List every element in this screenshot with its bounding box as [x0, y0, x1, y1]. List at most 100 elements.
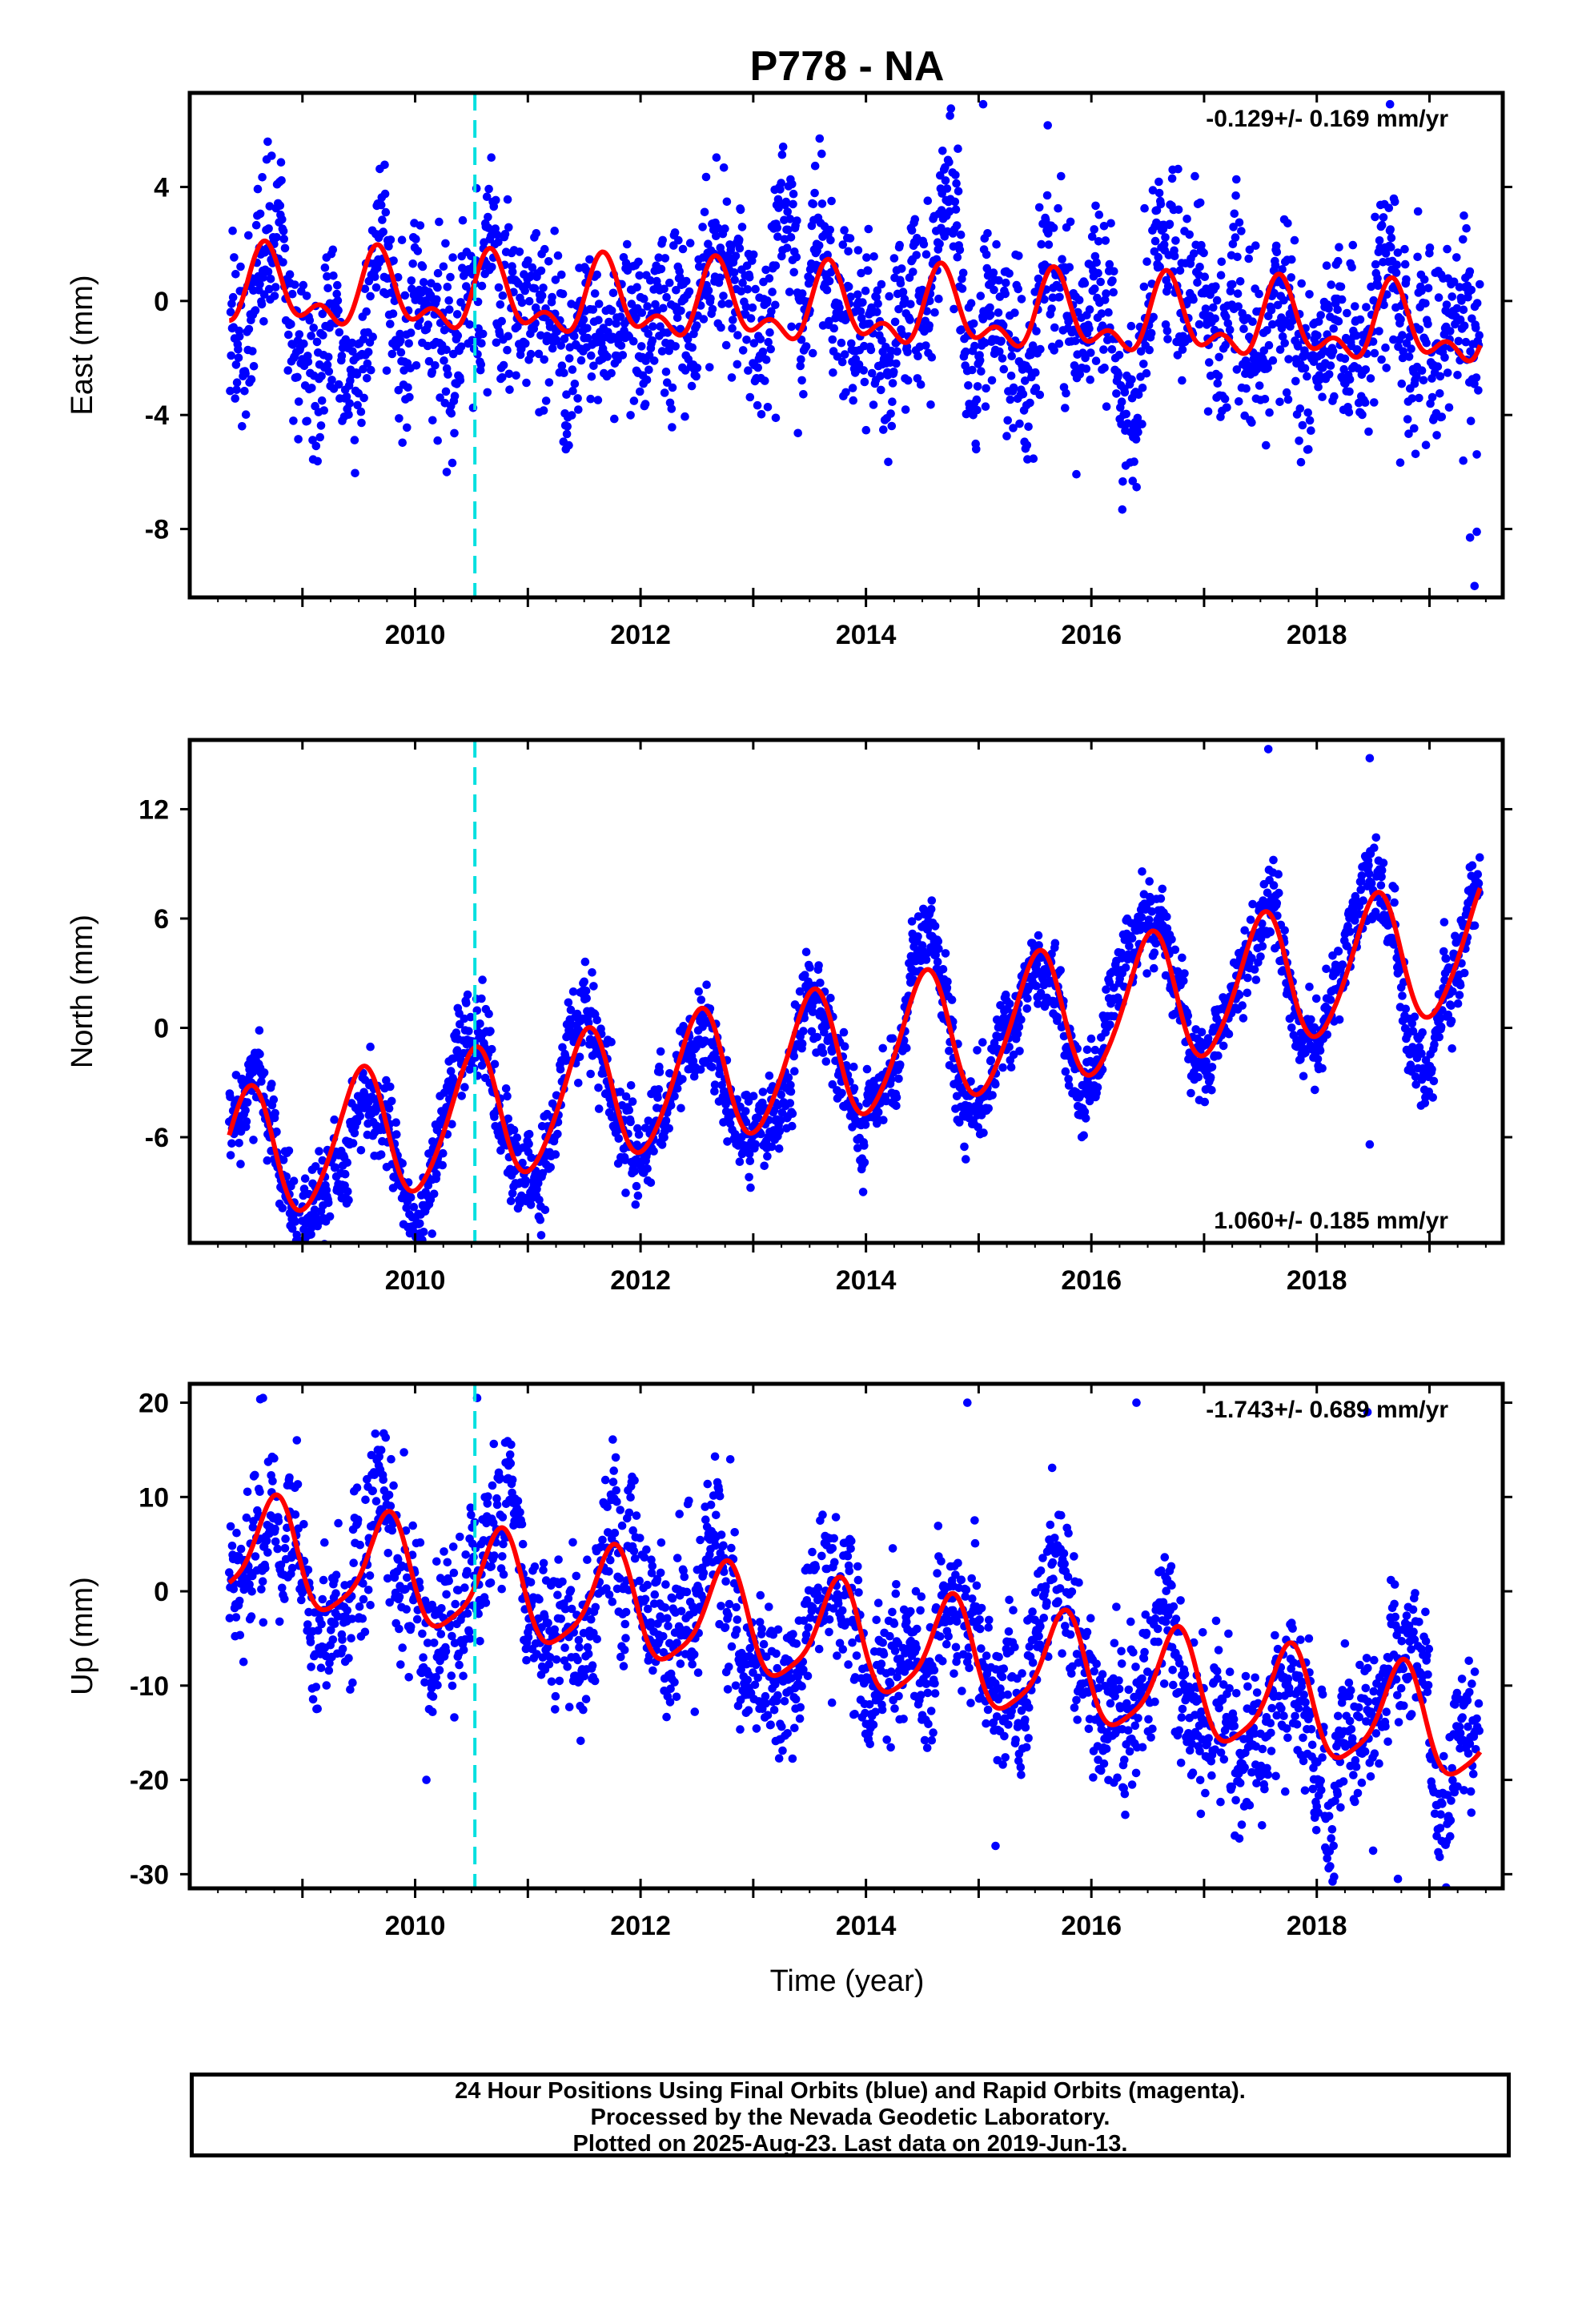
- data-point: [946, 111, 954, 120]
- data-point: [662, 292, 671, 302]
- data-point: [1061, 404, 1070, 412]
- data-point: [947, 995, 957, 1004]
- data-point: [790, 1067, 799, 1076]
- data-point: [1410, 424, 1419, 433]
- data-point: [1112, 389, 1121, 398]
- data-point: [1015, 419, 1024, 428]
- x-tick-label: 2010: [385, 1265, 446, 1296]
- data-point: [894, 1074, 903, 1084]
- data-point: [1457, 296, 1466, 305]
- data-point: [263, 1156, 272, 1165]
- data-point: [1151, 939, 1160, 948]
- data-point: [610, 414, 619, 424]
- data-point: [386, 235, 396, 244]
- data-point: [279, 1156, 288, 1164]
- data-point: [258, 173, 267, 182]
- data-point: [1233, 289, 1243, 299]
- data-point: [1175, 266, 1185, 275]
- data-point: [731, 251, 741, 260]
- data-point: [1050, 346, 1058, 355]
- data-point: [1355, 315, 1365, 324]
- data-point: [416, 1219, 424, 1228]
- data-point: [926, 296, 934, 306]
- data-point: [1251, 241, 1260, 251]
- data-point: [1090, 284, 1099, 293]
- data-point: [302, 292, 311, 300]
- data-point: [646, 1178, 656, 1188]
- data-point-outlier: [1365, 754, 1375, 763]
- data-point: [1125, 942, 1134, 951]
- data-point: [847, 339, 856, 348]
- data-point: [1315, 1046, 1325, 1055]
- data-point: [973, 1046, 982, 1055]
- data-point: [1056, 966, 1065, 975]
- data-point: [496, 300, 505, 309]
- data-point: [702, 980, 711, 989]
- data-point: [1031, 384, 1041, 392]
- data-point: [768, 287, 777, 296]
- data-point: [439, 262, 448, 271]
- data-point: [1262, 440, 1271, 450]
- data-point: [1269, 855, 1278, 865]
- data-point: [1064, 1081, 1074, 1090]
- data-point: [754, 1113, 763, 1123]
- data-point: [634, 257, 643, 267]
- data-point: [251, 220, 261, 230]
- data-point: [1154, 252, 1163, 262]
- data-point: [265, 202, 275, 211]
- data-point: [323, 1198, 333, 1208]
- data-point: [367, 365, 375, 375]
- data-point: [873, 300, 882, 308]
- data-point: [1118, 505, 1127, 514]
- data-point: [1370, 348, 1379, 358]
- data-point: [1006, 1063, 1016, 1072]
- data-point: [558, 1043, 567, 1052]
- data-point: [789, 267, 798, 277]
- data-point: [1466, 416, 1476, 425]
- data-point: [1290, 235, 1299, 245]
- data-point: [706, 294, 715, 304]
- data-point: [464, 1027, 473, 1035]
- data-point: [435, 217, 444, 227]
- data-point: [1065, 263, 1074, 272]
- data-point: [608, 288, 618, 298]
- data-point: [1035, 390, 1045, 400]
- data-point: [749, 250, 758, 259]
- data-point: [945, 1047, 954, 1055]
- data-point: [972, 395, 982, 404]
- data-point: [607, 1037, 616, 1047]
- data-point: [708, 304, 717, 314]
- data-point: [1343, 308, 1351, 318]
- data-point: [544, 378, 554, 387]
- data-point: [1081, 353, 1090, 363]
- data-point: [522, 378, 531, 388]
- data-point: [1271, 261, 1280, 270]
- data-point: [1235, 991, 1244, 999]
- data-point: [1314, 317, 1323, 326]
- data-point: [722, 197, 732, 207]
- data-point: [1334, 947, 1343, 956]
- data-point: [1295, 436, 1303, 445]
- data-point: [632, 313, 640, 323]
- data-point: [486, 1027, 495, 1035]
- data-point: [1379, 213, 1388, 222]
- data-point: [1322, 964, 1331, 974]
- data-point: [907, 917, 917, 926]
- data-point: [1029, 454, 1038, 463]
- data-point: [1018, 389, 1028, 399]
- data-point: [730, 275, 739, 284]
- data-point: [634, 1130, 644, 1139]
- data-point: [1383, 290, 1391, 300]
- data-point: [814, 241, 824, 250]
- data-point: [1390, 898, 1399, 907]
- data-point: [1055, 292, 1064, 302]
- data-point: [729, 268, 739, 277]
- data-point: [913, 352, 922, 361]
- data-point-outlier: [1472, 527, 1481, 537]
- data-point: [242, 1117, 251, 1126]
- data-point: [1223, 403, 1231, 412]
- data-point: [941, 949, 950, 958]
- data-point: [954, 144, 962, 153]
- data-point: [661, 368, 671, 376]
- data-point: [1361, 365, 1371, 374]
